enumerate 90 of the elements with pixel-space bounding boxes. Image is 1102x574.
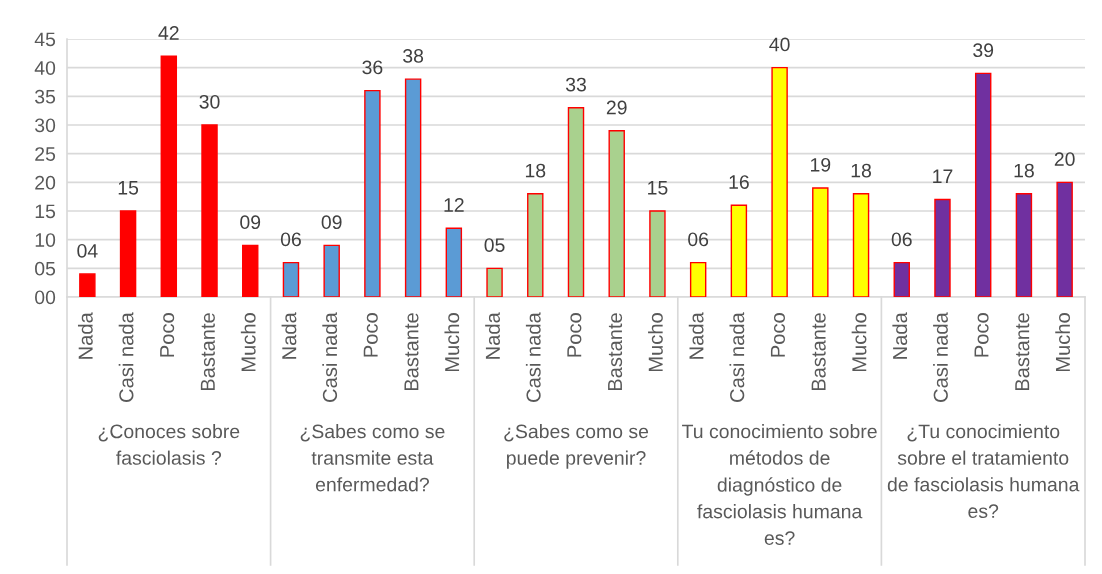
y-tick-label: 15	[35, 204, 56, 219]
x-tick-label: Bastante	[200, 313, 215, 391]
data-label: 38	[403, 49, 424, 63]
bar	[730, 204, 748, 297]
data-label: 18	[1014, 163, 1034, 178]
bar	[323, 244, 340, 297]
data-label: 04	[77, 243, 98, 258]
x-tick-label: Casi nada	[322, 312, 338, 402]
data-label: 06	[891, 232, 912, 247]
bar	[242, 244, 259, 297]
bar	[201, 124, 218, 297]
y-tick-label: 05	[35, 261, 56, 276]
y-tick-label: 30	[35, 118, 56, 133]
y-tick-label: 00	[35, 290, 56, 305]
data-label: 18	[851, 163, 872, 178]
data-label: 09	[321, 215, 342, 230]
data-label: 12	[444, 198, 464, 212]
y-tick-label: 20	[35, 175, 56, 190]
text: ¿Tu conocimiento sobre el tratamiento de fasciolasis humana es?	[887, 424, 1080, 519]
data-label: 40	[769, 37, 790, 52]
data-label: 15	[118, 181, 139, 195]
data-label: 42	[158, 26, 179, 40]
y-tick-label: 40	[34, 61, 56, 75]
x-tick-label: Mucho	[851, 313, 867, 372]
bar	[404, 78, 422, 297]
data-label: 05	[484, 238, 505, 252]
bar	[812, 187, 829, 297]
data-label: 29	[606, 100, 627, 115]
x-tick-label: Poco	[567, 313, 582, 357]
bar	[445, 227, 463, 297]
data-label: 19	[810, 157, 831, 172]
x-tick-label: Nada	[892, 312, 908, 359]
text: ¿Sabes como se transmite esta enfermedad?	[300, 424, 445, 492]
x-tick-label: Nada	[77, 312, 93, 359]
bar	[567, 107, 585, 297]
bar	[649, 210, 666, 297]
data-label: 39	[973, 43, 994, 58]
y-tick-label: 10	[35, 233, 56, 247]
text: Tu conocimiento sobre métodos de diagnóstico de fasciolasis humana es?	[682, 424, 877, 545]
x-tick-label: Poco	[363, 313, 378, 357]
x-tick-label: Bastante	[811, 313, 826, 391]
data-label: 33	[565, 77, 586, 92]
x-tick-label: Casi nada	[933, 312, 948, 402]
text: ¿Sabes como se puede prevenir?	[504, 424, 649, 469]
bar	[282, 261, 300, 297]
bar	[486, 267, 503, 297]
bar	[79, 273, 96, 297]
text: ¿Conoces sobre fasciolasis ?	[98, 424, 240, 465]
y-tick-label: 35	[35, 89, 56, 104]
bar	[1015, 193, 1033, 297]
data-label: 18	[525, 163, 546, 178]
x-tick-label: Nada	[281, 312, 297, 359]
y-tick-label: 25	[35, 147, 56, 161]
bar	[893, 261, 910, 297]
bar	[771, 66, 788, 297]
y-tick-label: 45	[34, 32, 56, 47]
bar	[934, 198, 951, 297]
x-tick-label: Mucho	[648, 313, 663, 372]
x-tick-label: Casi nada	[729, 312, 745, 402]
data-label: 16	[729, 175, 749, 189]
data-label: 36	[362, 60, 383, 75]
bar	[689, 261, 707, 297]
x-tick-label: Poco	[770, 313, 786, 357]
x-tick-label: Nada	[485, 312, 500, 359]
bar	[608, 130, 625, 297]
bar	[160, 55, 178, 297]
x-tick-label: Poco	[160, 313, 175, 357]
x-tick-label: Bastante	[608, 313, 623, 391]
x-tick-label: Mucho	[444, 313, 460, 372]
data-label: 15	[648, 181, 668, 195]
x-tick-label: Mucho	[240, 313, 256, 372]
bar	[1056, 181, 1073, 297]
bar	[974, 72, 992, 297]
data-label: 06	[280, 232, 301, 247]
data-label: 17	[933, 169, 953, 183]
x-tick-label: Casi nada	[118, 312, 134, 402]
x-tick-label: Casi nada	[525, 312, 541, 402]
bar	[527, 193, 544, 297]
bar	[364, 89, 381, 297]
x-tick-label: Nada	[688, 312, 704, 359]
data-label: 06	[688, 232, 709, 247]
bar	[852, 193, 870, 297]
data-label: 09	[240, 215, 261, 230]
x-tick-label: Mucho	[1055, 313, 1071, 372]
data-label: 20	[1054, 152, 1075, 166]
x-tick-label: Bastante	[404, 313, 419, 391]
x-tick-label: Bastante	[1015, 313, 1030, 391]
x-tick-label: Poco	[974, 313, 989, 357]
bar	[119, 210, 137, 297]
data-label: 30	[199, 94, 220, 109]
